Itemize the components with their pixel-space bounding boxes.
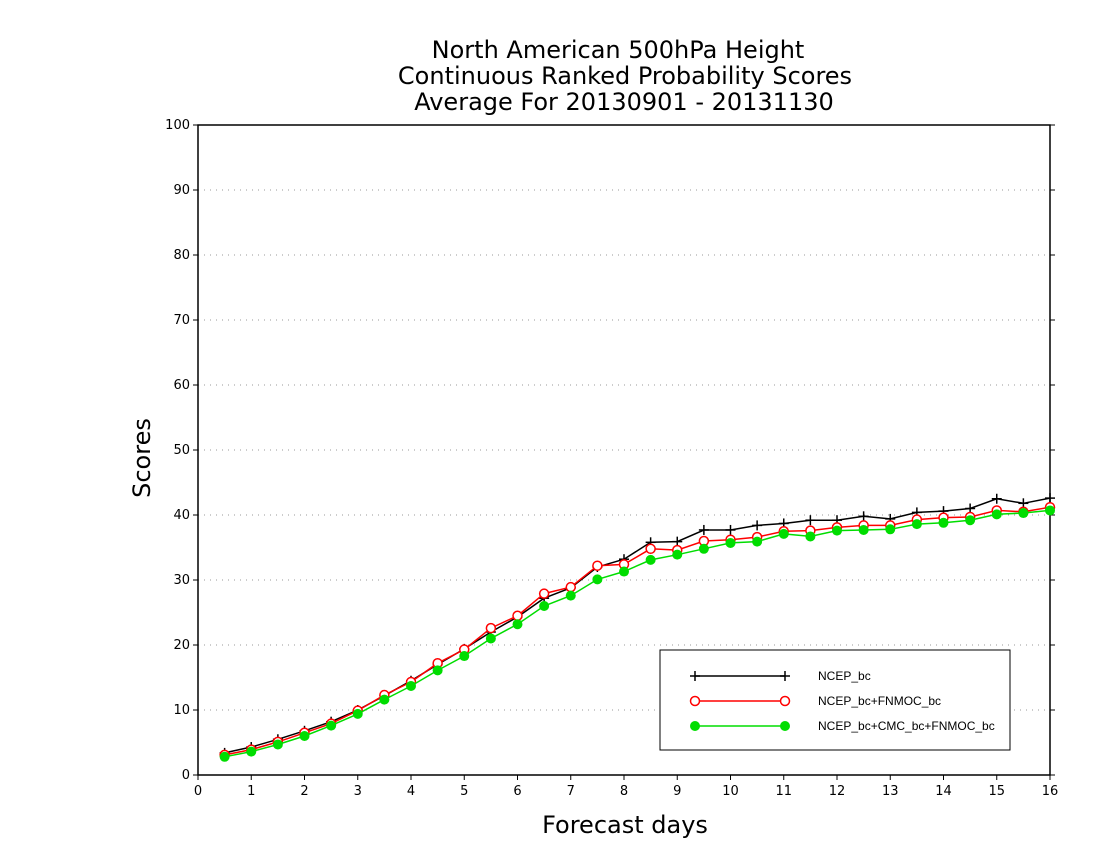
x-tick-label-7: 7 [567, 784, 575, 799]
series-3 [219, 505, 1055, 762]
series-3-point-15 [592, 574, 603, 585]
y-tick-label-70: 70 [173, 313, 190, 328]
series-3-point-19 [698, 543, 709, 554]
series-3-point-4 [299, 731, 310, 741]
x-tick-label-1: 1 [247, 784, 255, 799]
x-tick-label-0: 0 [194, 784, 202, 799]
series-3-point-3 [272, 739, 283, 750]
y-tick-label-20: 20 [173, 638, 190, 653]
series-1-point-30 [991, 493, 1002, 504]
gridlines [198, 189, 1050, 711]
x-tick-label-5: 5 [460, 784, 468, 799]
legend-entry-3: NCEP_bc+CMC_bc+FNMOC_bc [690, 719, 995, 733]
chart-title-line-1: North American 500hPa Height [432, 36, 805, 64]
series-1-point-19 [698, 524, 709, 535]
x-tick-label-10: 10 [722, 784, 739, 799]
y-axis-label: Scores [128, 418, 156, 498]
series-3-point-1 [219, 751, 230, 762]
series-3-point-31 [1018, 508, 1029, 519]
x-tick-label-11: 11 [775, 784, 792, 799]
series-3-point-10 [459, 651, 470, 662]
series-3-point-11 [485, 633, 496, 644]
y-tick-label-40: 40 [173, 508, 190, 523]
legend-marker-start-3 [690, 721, 700, 731]
series-group [219, 493, 1056, 762]
x-tick-label-16: 16 [1042, 784, 1059, 799]
chart-title-line-3: Average For 20130901 - 20131130 [414, 88, 834, 116]
series-3-point-30 [991, 509, 1002, 520]
legend-entry-2: NCEP_bc+FNMOC_bc [689, 694, 941, 708]
y-tick-label-30: 30 [173, 573, 190, 588]
series-3-point-24 [832, 525, 842, 536]
series-3-point-18 [672, 549, 683, 560]
series-3-point-23 [805, 531, 816, 542]
series-3-point-16 [619, 566, 629, 577]
legend-marker-end-2 [779, 695, 791, 707]
series-2-point-15 [592, 560, 603, 571]
legend-marker-start-2 [689, 695, 701, 707]
series-1-point-23 [805, 515, 816, 526]
series-3-point-27 [911, 519, 922, 530]
series-3-point-8 [406, 680, 416, 691]
series-3-point-17 [645, 554, 656, 565]
series-3-point-25 [858, 524, 869, 535]
series-3-point-6 [352, 708, 363, 719]
series-3-point-2 [246, 746, 257, 757]
series-3-point-28 [938, 517, 949, 528]
legend-label-3: NCEP_bc+CMC_bc+FNMOC_bc [818, 719, 995, 733]
x-tick-label-9: 9 [673, 784, 681, 799]
series-2-point-12 [512, 610, 523, 621]
x-tick-label-14: 14 [935, 784, 952, 799]
series-3-point-7 [379, 694, 390, 705]
series-3-point-12 [512, 619, 523, 630]
legend-entry-1: NCEP_bc [690, 669, 871, 683]
series-3-point-5 [326, 720, 337, 731]
y-tick-label-60: 60 [173, 378, 190, 393]
legend-label-2: NCEP_bc+FNMOC_bc [818, 694, 941, 708]
x-tick-label-4: 4 [407, 784, 415, 799]
x-tick-label-15: 15 [988, 784, 1005, 799]
y-tick-label-50: 50 [173, 443, 190, 458]
y-tick-label-0: 0 [182, 768, 190, 783]
x-tick-label-3: 3 [354, 784, 362, 799]
series-3-point-9 [432, 665, 443, 676]
legend-marker-end-3 [780, 721, 790, 731]
chart-title-line-2: Continuous Ranked Probability Scores [398, 62, 852, 90]
series-2-point-17 [645, 543, 656, 555]
y-tick-label-100: 100 [165, 118, 190, 133]
chart-title: North American 500hPa Height Continuous … [398, 36, 852, 116]
series-3-point-13 [539, 601, 550, 611]
y-tick-label-10: 10 [173, 703, 190, 718]
series-3-point-29 [965, 515, 976, 526]
legend-box [659, 649, 1011, 751]
legend-marker-start-1 [690, 671, 700, 681]
x-tick-label-8: 8 [620, 784, 628, 799]
series-1-point-25 [858, 511, 869, 522]
y-tick-label-80: 80 [173, 248, 190, 263]
legend: NCEP_bc NCEP_bc+FNMOC_bc NCEP_bc+CMC_bc+FN… [659, 649, 1011, 751]
series-1-point-32 [1045, 493, 1055, 504]
series-1-point-20 [725, 524, 736, 535]
series-2-point-14 [565, 581, 576, 593]
x-tick-label-12: 12 [829, 784, 846, 799]
y-tick-label-90: 90 [173, 183, 190, 198]
series-3-point-26 [885, 524, 896, 535]
series-2-point-11 [485, 622, 497, 634]
series-1-point-21 [752, 520, 763, 531]
series-3-point-22 [778, 528, 789, 539]
series-2-point-13 [538, 588, 550, 599]
legend-marker-end-1 [780, 671, 790, 681]
series-3-point-14 [565, 590, 576, 601]
x-tick-label-2: 2 [300, 784, 308, 799]
series-3-point-32 [1045, 505, 1055, 516]
series-3-point-20 [725, 537, 736, 548]
x-tick-label-6: 6 [513, 784, 521, 799]
legend-label-1: NCEP_bc [818, 669, 871, 683]
series-3-point-21 [752, 536, 763, 547]
x-tick-label-13: 13 [882, 784, 899, 799]
x-axis-label: Forecast days [542, 811, 708, 839]
